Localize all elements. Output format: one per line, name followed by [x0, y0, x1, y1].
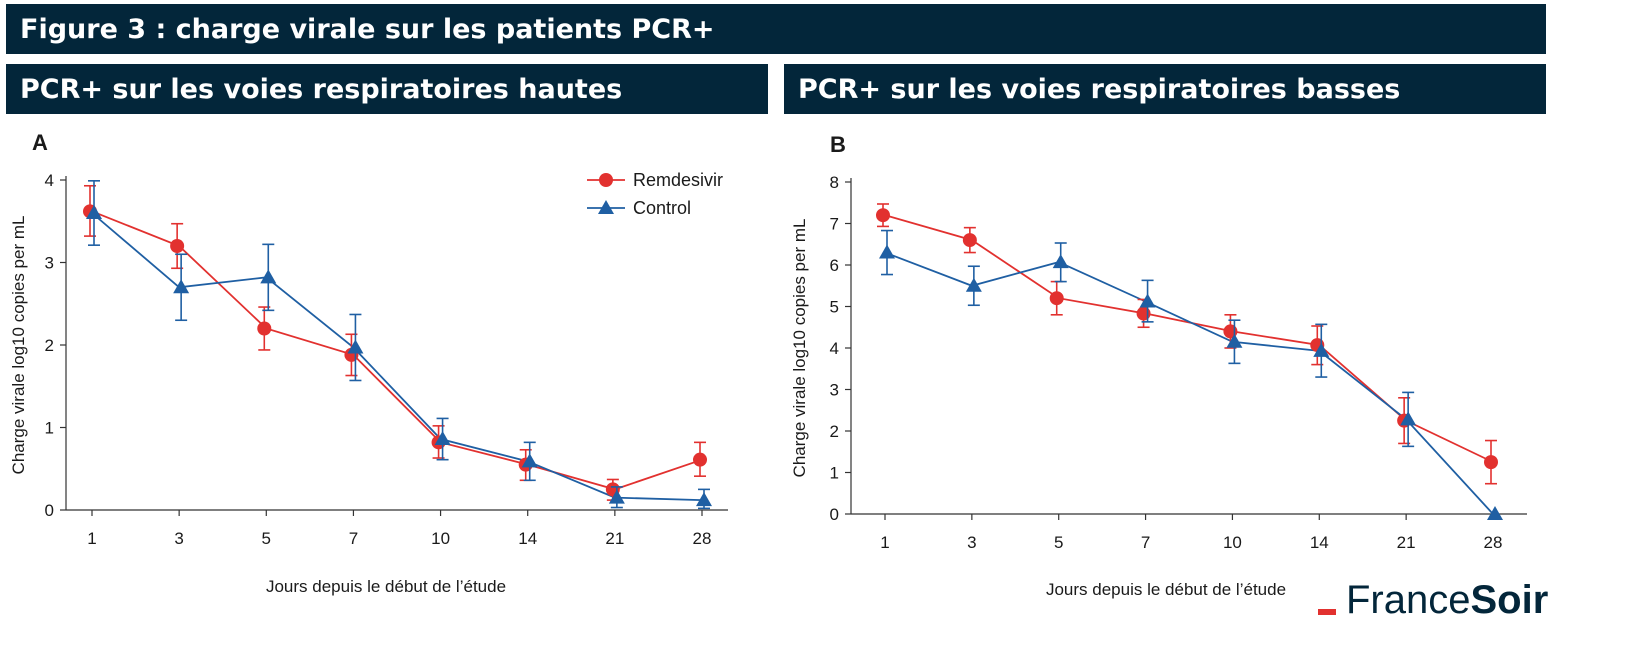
data-point-control [86, 205, 102, 219]
chart-panel-b: B 0 1 2 3 4 5 6 7 8 1 3 5 7 10 14 21 28 Jours depuis le dé… [790, 132, 1527, 599]
legend-label-remdesivir: Remdesivir [633, 170, 723, 190]
data-point-control [347, 339, 364, 354]
x-tick-label: 3 [174, 529, 183, 548]
legend-marker-remdesivir [599, 173, 613, 187]
data-point-control [608, 489, 625, 504]
data-point-remdesivir [1049, 291, 1064, 306]
y-tick-label: 7 [830, 215, 839, 234]
x-tick-label: 14 [1310, 533, 1329, 552]
data-point-remdesivir [1136, 306, 1151, 321]
data-point-remdesivir [1484, 455, 1498, 470]
data-point-control [1313, 342, 1330, 357]
panel-a-title: PCR+ sur les voies respiratoires hautes [20, 73, 623, 105]
x-tick-label: 21 [1397, 533, 1416, 552]
x-tick-label: 28 [1484, 533, 1503, 552]
series-line-control [884, 251, 1494, 515]
x-tick-label: 7 [1141, 533, 1150, 552]
y-tick-label: 0 [45, 501, 54, 520]
data-point-control [434, 431, 451, 446]
y-tick-label: 3 [45, 254, 54, 273]
y-tick-label: 2 [45, 336, 54, 355]
x-tick-label: 14 [518, 529, 537, 548]
series-line-control [91, 212, 703, 501]
data-point-remdesivir [876, 208, 890, 223]
figure-title: Figure 3 : charge virale sur les patient… [20, 13, 715, 45]
panel-b-title-banner: PCR+ sur les voies respiratoires basses [784, 64, 1546, 114]
y-tick-label: 3 [830, 381, 839, 400]
series-line-remdesivir [91, 210, 703, 491]
data-point-control [260, 269, 277, 284]
y-tick-label: 4 [45, 171, 54, 190]
francesoir-logo: FranceSoir [1318, 578, 1548, 623]
y-tick-label: 1 [830, 464, 839, 483]
data-point-remdesivir [693, 452, 707, 467]
data-point-control [879, 244, 895, 259]
y-tick-label: 1 [45, 419, 54, 438]
x-tick-label: 5 [1054, 533, 1063, 552]
x-tick-label: 3 [967, 533, 976, 552]
x-tick-label: 10 [1223, 533, 1242, 552]
data-point-control [173, 279, 190, 294]
data-point-control [1052, 254, 1069, 269]
data-point-control [1226, 333, 1243, 348]
data-point-control [965, 277, 982, 292]
logo-text-soir: Soir [1470, 578, 1549, 622]
y-tick-label: 2 [830, 422, 839, 441]
x-axis-label: Jours depuis le début de l’étude [266, 577, 506, 596]
data-point-control [521, 453, 538, 468]
logo-accent-bar [1318, 609, 1336, 615]
legend-marker-control [598, 200, 614, 214]
y-tick-label: 0 [830, 505, 839, 524]
x-tick-label: 1 [87, 529, 96, 548]
data-point-remdesivir [257, 321, 272, 336]
y-tick-label: 6 [830, 256, 839, 275]
panel-label: A [32, 130, 48, 155]
figure-title-banner: Figure 3 : charge virale sur les patient… [6, 4, 1546, 54]
x-tick-label: 21 [605, 529, 624, 548]
x-tick-label: 5 [262, 529, 271, 548]
x-tick-label: 7 [349, 529, 358, 548]
data-point-remdesivir [170, 239, 185, 253]
x-tick-label: 10 [431, 529, 450, 548]
y-tick-label: 8 [830, 173, 839, 192]
panel-a-title-banner: PCR+ sur les voies respiratoires hautes [6, 64, 768, 114]
x-tick-label: 1 [880, 533, 889, 552]
chart-panel-a: A 0 1 2 3 4 1 3 5 7 10 14 21 28 Jours depuis le début … [9, 130, 728, 596]
x-tick-label: 28 [693, 529, 712, 548]
y-tick-label: 5 [830, 298, 839, 317]
data-point-control [1400, 411, 1417, 426]
y-tick-label: 4 [830, 339, 839, 358]
data-point-remdesivir [962, 233, 977, 248]
x-axis-label: Jours depuis le début de l’étude [1046, 580, 1286, 599]
panel-label: B [830, 132, 846, 157]
y-axis-label: Charge virale log10 copies per mL [9, 216, 28, 475]
y-axis-label: Charge virale log10 copies per mL [790, 219, 809, 478]
data-point-control [1487, 506, 1503, 520]
logo-text-france: France [1346, 578, 1471, 622]
legend-label-control: Control [633, 198, 691, 218]
data-point-control [696, 492, 712, 507]
data-point-control [1139, 293, 1156, 308]
panel-b-title: PCR+ sur les voies respiratoires basses [798, 73, 1401, 105]
